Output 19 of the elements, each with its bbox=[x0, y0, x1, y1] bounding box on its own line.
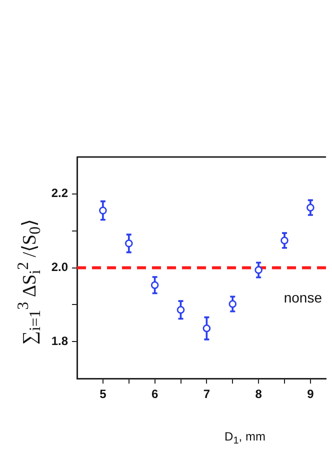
x-tick-label: 9 bbox=[307, 387, 314, 402]
x-tick-label: 5 bbox=[100, 387, 107, 402]
point bbox=[99, 206, 107, 214]
point bbox=[228, 300, 237, 308]
x-tick-label: 6 bbox=[151, 387, 158, 402]
point bbox=[202, 324, 211, 332]
point bbox=[306, 204, 314, 212]
y-tick-label: 2.0 bbox=[51, 260, 68, 274]
point bbox=[254, 266, 262, 274]
y-tick-label: 2.2 bbox=[51, 186, 68, 200]
x-tick-label: 7 bbox=[203, 387, 210, 402]
point bbox=[280, 236, 288, 244]
point bbox=[150, 281, 159, 290]
x-tick-label: 8 bbox=[255, 387, 262, 402]
x-axis-title: D$_{1}$, mm bbox=[224, 429, 266, 447]
y-tick-label: 1.8 bbox=[51, 334, 68, 348]
point bbox=[176, 306, 185, 314]
ref-line-label: nonse bbox=[284, 290, 322, 306]
point bbox=[124, 240, 133, 248]
